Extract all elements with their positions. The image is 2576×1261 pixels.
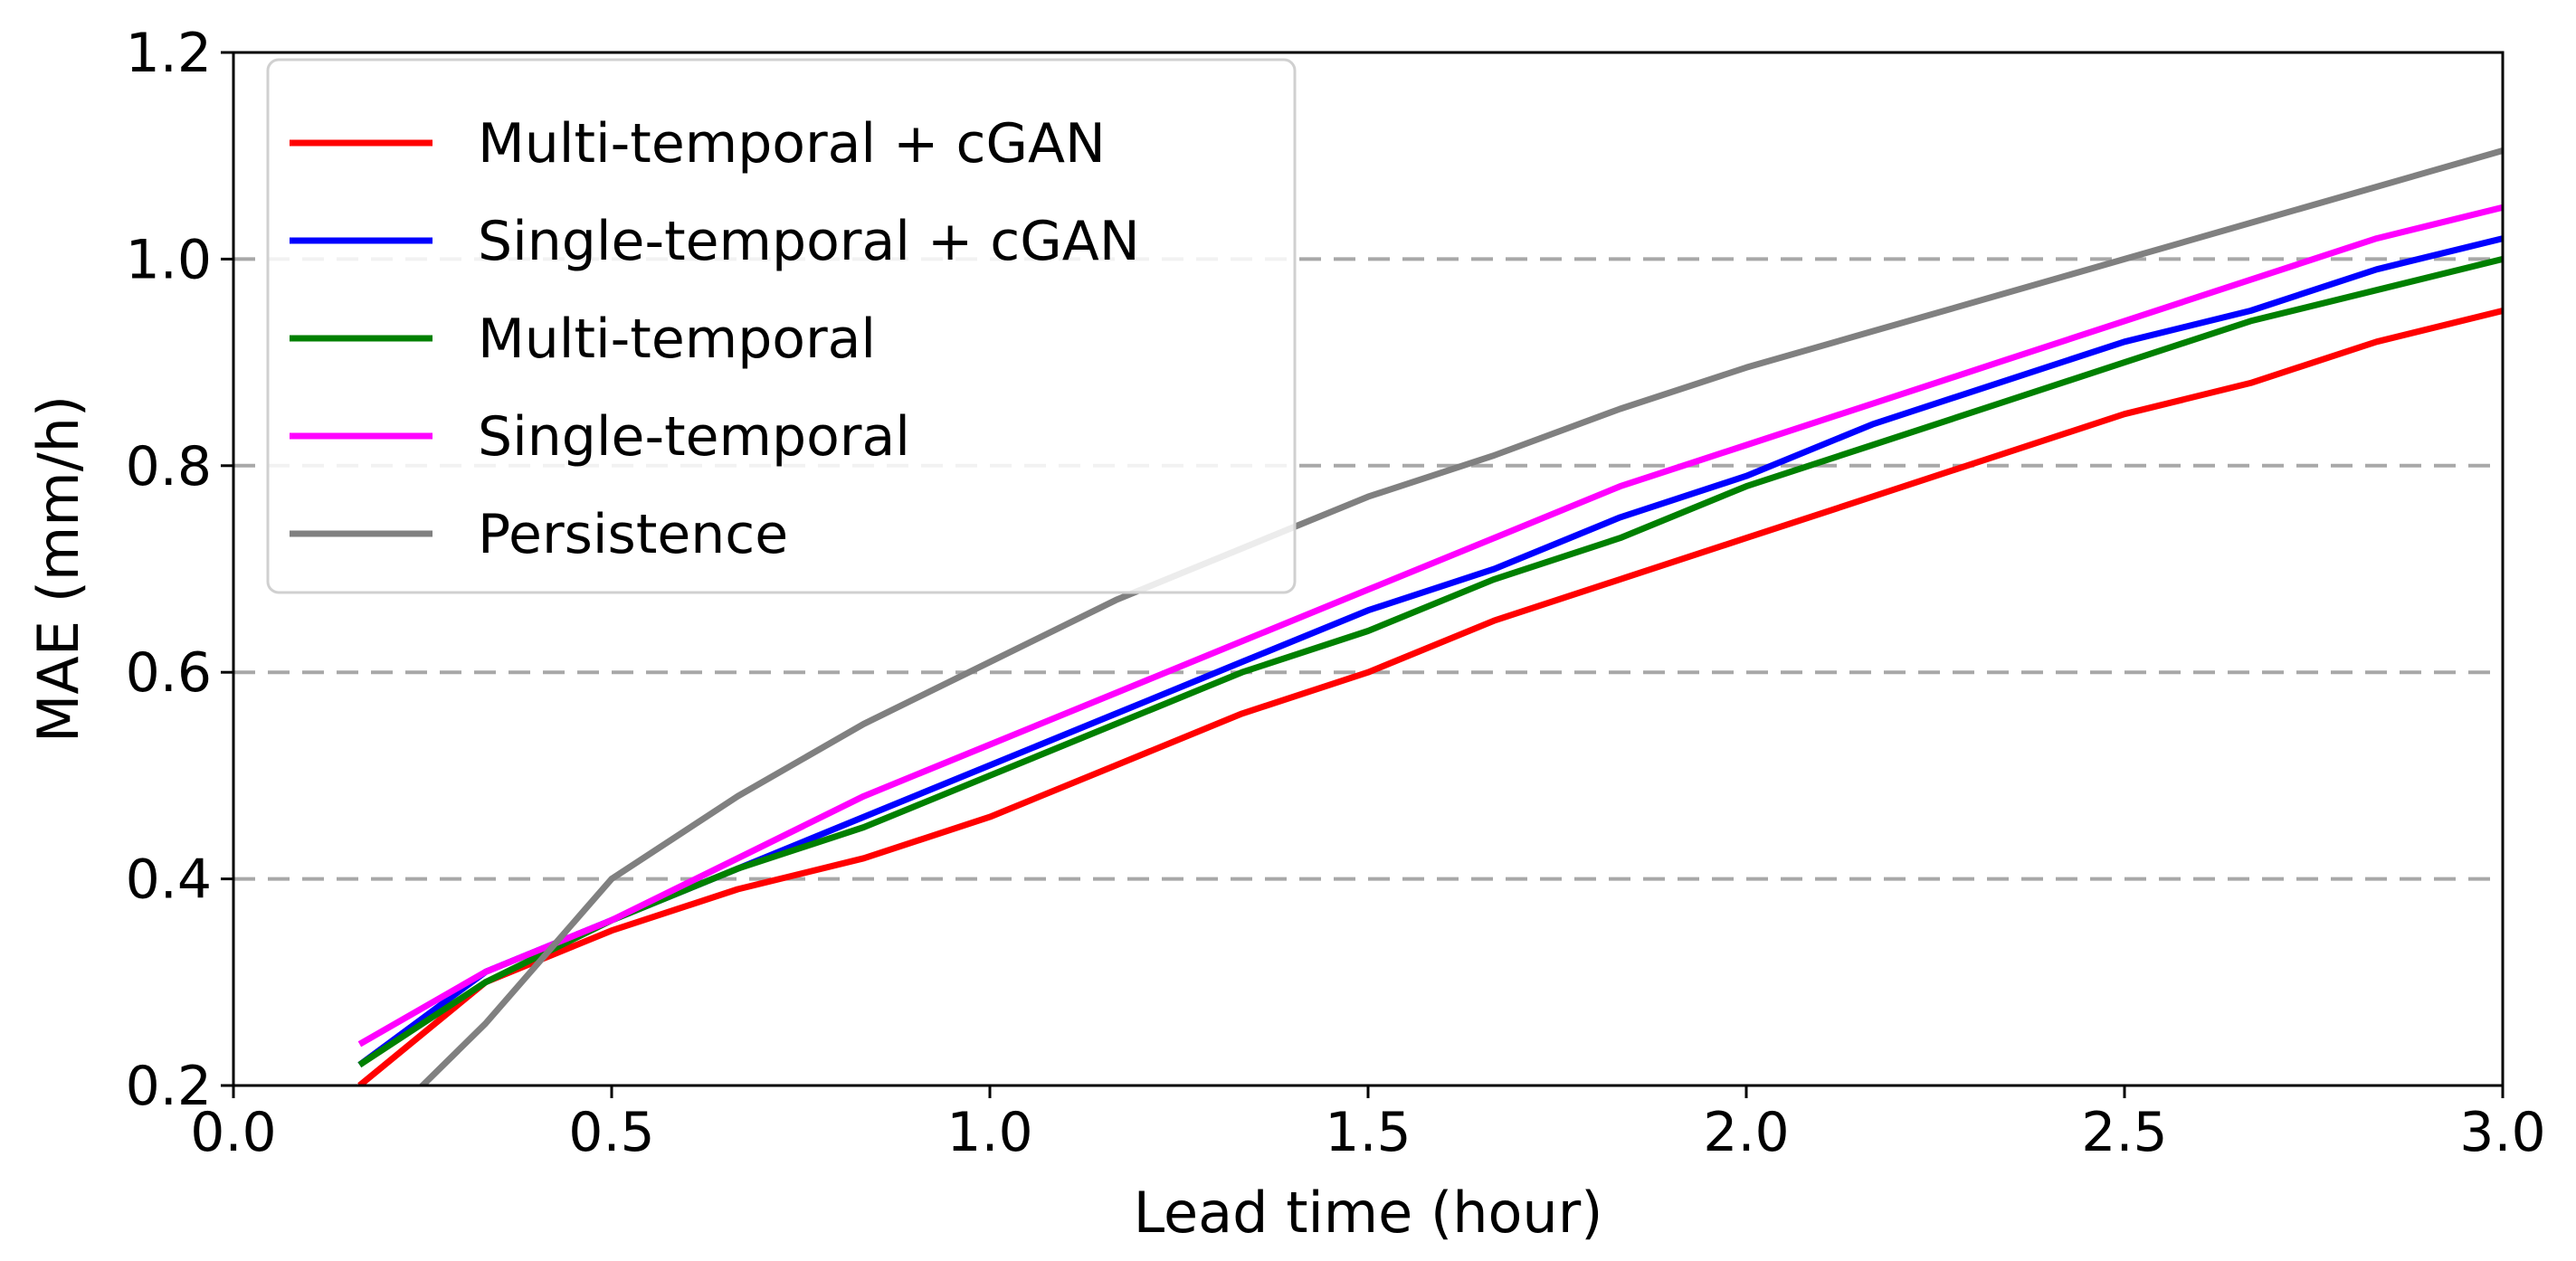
series-line-persistence xyxy=(418,147,2503,1086)
y-axis-label: MAE (mm/h) xyxy=(25,395,91,743)
y-tick-label: 0.8 xyxy=(126,435,212,498)
x-tick-label: 2.0 xyxy=(1703,1101,1789,1164)
series-lines xyxy=(357,147,2503,1086)
legend-label: Multi-temporal + cGAN xyxy=(478,112,1106,175)
x-tick-label: 0.0 xyxy=(190,1101,276,1164)
x-tick-label: 0.5 xyxy=(568,1101,654,1164)
series-line-single-temporal xyxy=(357,204,2503,1048)
x-tick-label: 1.0 xyxy=(946,1101,1032,1164)
series-line-multi-temporal xyxy=(357,256,2503,1068)
x-axis-label: Lead time (hour) xyxy=(1134,1180,1603,1246)
x-tick-label: 3.0 xyxy=(2459,1101,2545,1164)
legend-label: Single-temporal + cGAN xyxy=(478,210,1140,273)
legend-label: Single-temporal xyxy=(478,405,910,469)
legend-box xyxy=(266,58,1297,594)
legend-label: Multi-temporal xyxy=(478,308,876,371)
axis-ticks: 0.0 0.5 1.0 1.5 2.0 2.5 3.0 0.2 0.4 0.6 0.8 1.0 1.2 xyxy=(126,22,2546,1164)
legend: Multi-temporal + cGAN Single-temporal + c… xyxy=(266,58,1297,594)
legend-label: Persistence xyxy=(478,503,788,566)
y-tick-label: 1.0 xyxy=(126,228,212,291)
series-line-multi-temporal-cgan xyxy=(357,308,2503,1086)
y-tick-label: 0.4 xyxy=(126,849,212,912)
x-tick-label: 1.5 xyxy=(1325,1101,1411,1164)
x-tick-label: 2.5 xyxy=(2081,1101,2167,1164)
y-tick-label: 0.2 xyxy=(126,1055,212,1118)
y-tick-label: 0.6 xyxy=(126,641,212,705)
y-tick-label: 1.2 xyxy=(126,22,212,85)
